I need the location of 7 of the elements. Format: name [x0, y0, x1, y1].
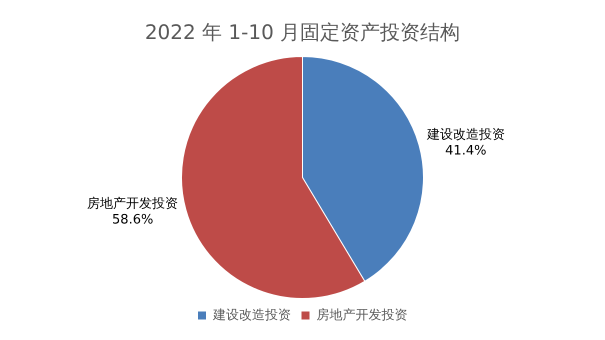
- slice-label: 建设改造投资: [426, 127, 505, 142]
- legend-label: 房地产开发投资: [316, 306, 408, 323]
- data-label: 41.4%: [445, 143, 486, 158]
- data-label: 58.6%: [112, 212, 154, 228]
- legend-label: 建设改造投资: [212, 308, 291, 323]
- chart-title: 2022 年 1-10 月固定资产投资结构: [144, 20, 460, 44]
- slice-label: 房地产开发投资: [87, 195, 178, 212]
